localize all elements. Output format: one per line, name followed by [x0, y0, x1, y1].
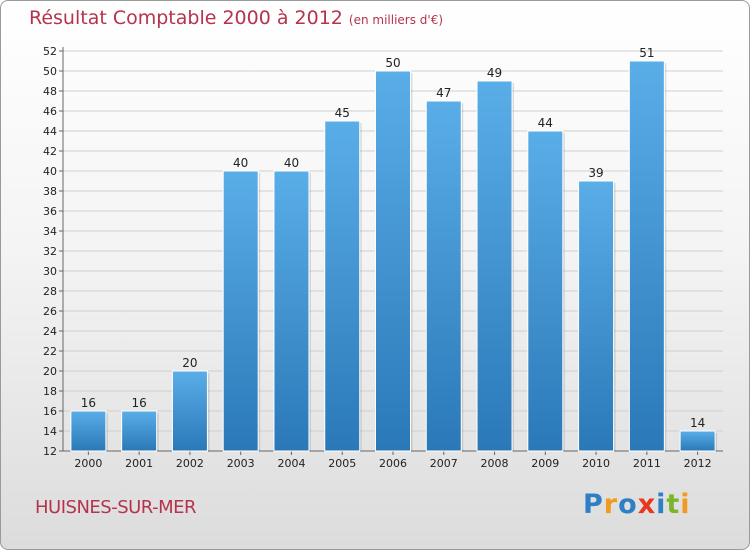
data-label: 16 — [132, 396, 147, 410]
bar-2001 — [121, 410, 158, 452]
data-label: 16 — [81, 396, 96, 410]
x-tick-label: 2012 — [684, 457, 712, 470]
x-tick-label: 2001 — [125, 457, 153, 470]
bar-2008 — [476, 80, 513, 452]
data-label: 40 — [284, 156, 299, 170]
x-tick-label: 2003 — [227, 457, 255, 470]
data-label: 14 — [690, 416, 705, 430]
x-tick-label: 2005 — [328, 457, 356, 470]
logo-letter: i — [656, 489, 667, 520]
logo-letter: r — [603, 489, 619, 520]
bar-2002 — [171, 370, 208, 452]
y-tick-label: 42 — [43, 145, 57, 158]
logo-letter: o — [618, 489, 638, 520]
logo-letter: P — [583, 489, 604, 520]
data-label: 44 — [538, 116, 553, 130]
y-tick-label: 26 — [43, 305, 57, 318]
y-tick-label: 48 — [43, 85, 57, 98]
data-label: 39 — [588, 166, 603, 180]
chart-title: Résultat Comptable 2000 à 2012 (en millie… — [29, 7, 443, 29]
x-tick-label: 2010 — [582, 457, 610, 470]
proxiti-logo: Proxiti — [583, 489, 691, 520]
data-label: 40 — [233, 156, 248, 170]
y-tick-label: 36 — [43, 205, 57, 218]
x-tick-label: 2006 — [379, 457, 407, 470]
x-tick-label: 2007 — [430, 457, 458, 470]
y-tick-label: 16 — [43, 405, 57, 418]
data-label: 47 — [436, 86, 451, 100]
x-tick-label: 2011 — [633, 457, 661, 470]
y-tick-label: 34 — [43, 225, 57, 238]
logo-letter: x — [637, 489, 657, 520]
chart-title-text: Résultat Comptable 2000 à 2012 — [29, 7, 343, 29]
y-tick-label: 12 — [43, 445, 57, 458]
data-label: 20 — [182, 356, 197, 370]
y-tick-label: 38 — [43, 185, 57, 198]
bar-2007 — [425, 100, 462, 452]
x-tick-label: 2000 — [74, 457, 102, 470]
y-tick-label: 32 — [43, 245, 57, 258]
x-tick-label: 2009 — [531, 457, 559, 470]
bar-2009 — [527, 130, 564, 452]
y-tick-label: 22 — [43, 345, 57, 358]
y-tick-label: 18 — [43, 385, 57, 398]
data-label: 45 — [335, 106, 350, 120]
y-tick-label: 20 — [43, 365, 57, 378]
bar-2010 — [578, 180, 615, 452]
y-tick-label: 52 — [43, 45, 57, 58]
bar-2006 — [375, 70, 411, 452]
bar-2005 — [324, 120, 361, 452]
y-tick-label: 46 — [43, 105, 57, 118]
y-tick-label: 30 — [43, 265, 57, 278]
y-tick-label: 24 — [43, 325, 57, 338]
bar-2000 — [70, 410, 107, 452]
chart-subtitle: (en milliers d'€) — [348, 13, 444, 27]
y-tick-label: 28 — [43, 285, 57, 298]
data-label: 49 — [487, 66, 502, 80]
logo-letter: i — [680, 489, 691, 520]
y-tick-label: 40 — [43, 165, 57, 178]
y-tick-label: 44 — [43, 125, 57, 138]
bar-2011 — [628, 60, 665, 452]
logo-letter: t — [666, 489, 681, 520]
data-label: 51 — [639, 46, 654, 60]
bar-2004 — [273, 170, 310, 452]
bar-2012 — [679, 430, 716, 452]
data-label: 50 — [385, 56, 400, 70]
y-tick-label: 14 — [43, 425, 57, 438]
commune-name: HUISNES-SUR-MER — [35, 497, 197, 518]
y-tick-label: 50 — [43, 65, 57, 78]
bar-2003 — [222, 170, 259, 452]
x-tick-label: 2004 — [277, 457, 305, 470]
x-tick-label: 2008 — [481, 457, 509, 470]
x-tick-label: 2002 — [176, 457, 204, 470]
